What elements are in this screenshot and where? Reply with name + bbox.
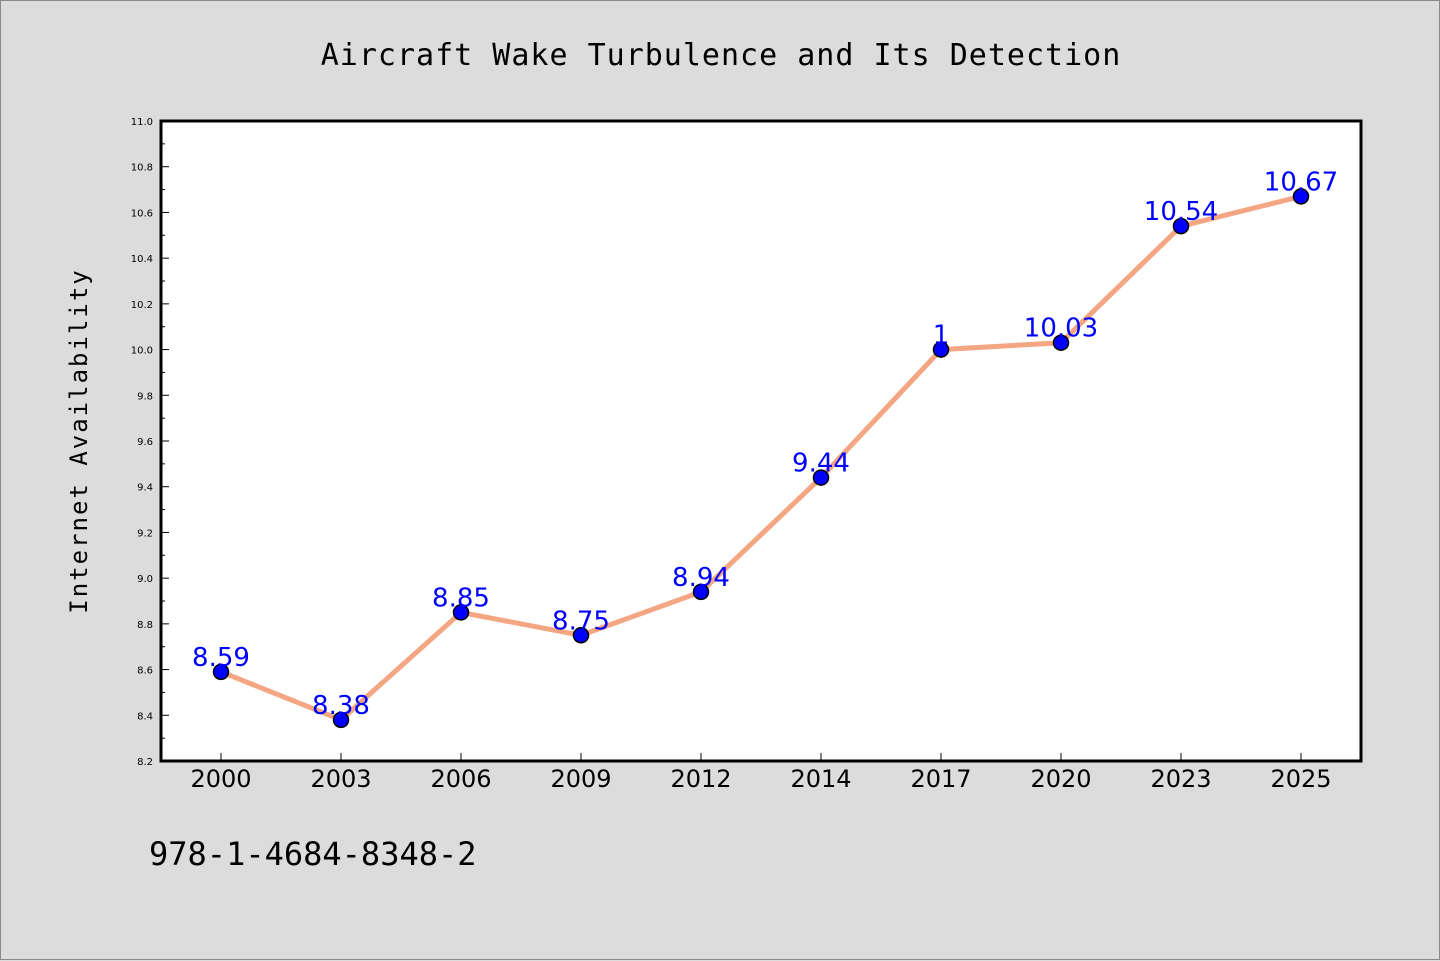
data-point [932, 341, 950, 358]
x-tick-label: 2003 [310, 765, 371, 793]
plot-area [159, 119, 1363, 763]
data-label: 8.38 [312, 691, 370, 721]
isbn-text: 978-1-4684-8348-2 [149, 835, 477, 873]
x-axis: 2000 2003 2006 2009 2012 2014 2017 2020 2023 2025 [190, 753, 1332, 793]
y-tick-label: 9.0 [137, 574, 153, 585]
data-point [332, 711, 350, 729]
series-layer [212, 188, 1310, 729]
data-point [212, 663, 230, 681]
y-tick-label: 10.6 [131, 208, 153, 219]
x-tick-label: 2000 [190, 765, 251, 793]
x-tick-label: 2006 [430, 765, 491, 793]
y-axis-label: Internet Availability [65, 268, 93, 613]
series-line [218, 193, 1304, 723]
data-label: 8.75 [552, 606, 610, 636]
data-point [1172, 217, 1190, 235]
y-tick-label: 8.6 [137, 666, 153, 677]
y-tick-label: 10.2 [131, 300, 153, 311]
y-axis: 8.2 8.4 8.6 8.8 9.0 9.2 9.4 9.6 9.8 10.0 10.2 10.4 1… [131, 117, 169, 768]
data-label: 10.03 [1024, 314, 1098, 344]
y-tick-label: 8.2 [137, 757, 153, 768]
chart-title: Aircraft Wake Turbulence and Its Detecti… [321, 38, 1122, 73]
y-tick-label: 9.2 [137, 528, 153, 539]
x-tick-label: 2009 [550, 765, 611, 793]
data-point [1052, 334, 1070, 351]
data-point [1292, 188, 1310, 205]
x-tick-label: 2023 [1150, 765, 1211, 793]
data-label: 9.44 [792, 449, 850, 479]
x-tick-label: 2025 [1270, 765, 1331, 793]
x-tick-label: 2020 [1030, 765, 1091, 793]
data-point [572, 627, 590, 644]
data-point [692, 583, 710, 601]
data-label: 8.85 [432, 583, 490, 613]
data-label: 8.59 [192, 643, 250, 673]
y-tick-label: 9.8 [137, 391, 153, 402]
data-label: 10.67 [1264, 167, 1338, 197]
y-tick-label: 8.8 [137, 620, 153, 631]
data-label: 10.54 [1144, 197, 1218, 227]
data-labels: 8.59 8.38 8.85 8.75 8.94 9.44 1 10.03 10.54 10.67 [192, 167, 1338, 720]
x-tick-label: 2012 [670, 765, 731, 793]
y-tick-label: 11.0 [131, 117, 153, 128]
y-tick-label: 8.4 [137, 711, 153, 722]
y-tick-label: 10.0 [131, 346, 153, 357]
data-label: 8.94 [672, 563, 730, 593]
x-tick-label: 2017 [910, 765, 971, 793]
data-label: 1 [933, 321, 950, 351]
y-tick-label: 10.4 [131, 254, 153, 265]
y-tick-label: 9.4 [137, 483, 153, 494]
y-tick-label: 9.6 [137, 437, 153, 448]
x-tick-label: 2014 [790, 765, 851, 793]
data-point [452, 604, 470, 621]
data-point [812, 469, 830, 486]
y-tick-label: 10.8 [131, 163, 153, 174]
